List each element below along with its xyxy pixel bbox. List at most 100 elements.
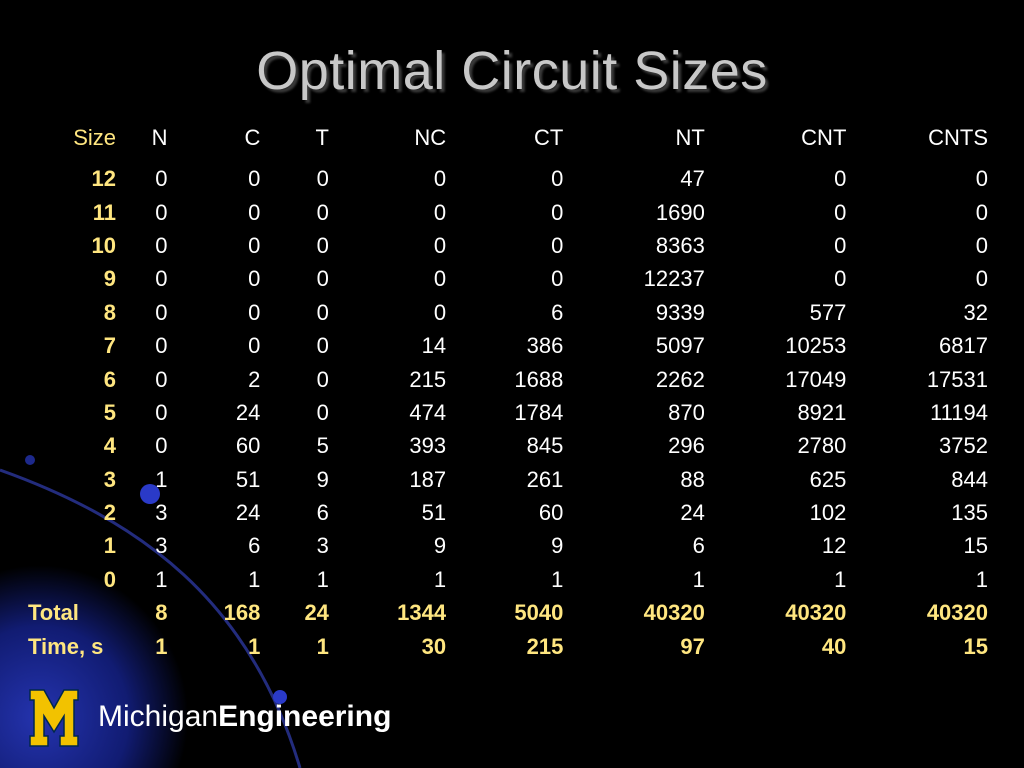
table-cell: 1 [834, 566, 847, 592]
table-cell: 1 [975, 566, 988, 592]
table-cell: 0 [248, 266, 261, 292]
row-label: 9 [103, 266, 116, 292]
table-cell: 215 [526, 633, 564, 659]
table-cell: 1784 [514, 399, 564, 425]
table-cell: 102 [809, 500, 847, 526]
table-row: 3 1 51 9 187 261 88 625 844 [18, 463, 998, 496]
row-label: 5 [103, 399, 116, 425]
table-cell: 296 [668, 433, 705, 459]
table-cell: 40320 [785, 600, 847, 626]
table-cell: 0 [155, 333, 168, 359]
table-cell: 0 [155, 399, 168, 425]
table-cell: 0 [551, 232, 564, 258]
table-cell: 0 [975, 232, 988, 258]
table-cell: 12237 [643, 266, 705, 292]
table-cell: 17049 [785, 366, 847, 392]
table-cell: 1 [551, 566, 564, 592]
table-cell: 0 [316, 266, 329, 292]
row-label: 6 [103, 366, 116, 392]
block-m-logo [29, 689, 79, 747]
table-cell: 0 [155, 433, 168, 459]
table-cell: 8 [155, 600, 168, 626]
table-cell: 24 [304, 600, 329, 626]
table-cell: 60 [538, 500, 564, 526]
table-cell: 24 [235, 399, 261, 425]
table-cell: 11194 [930, 399, 988, 425]
table-cell: 1 [433, 566, 447, 592]
row-label: 7 [103, 333, 116, 359]
table-cell: 9 [316, 466, 329, 492]
table-cell: 0 [433, 166, 447, 192]
table-cell: 0 [316, 299, 329, 325]
table-cell: 0 [155, 266, 168, 292]
table-cell: 51 [235, 466, 261, 492]
table-cell: 0 [975, 266, 988, 292]
table-cell: 40320 [643, 600, 705, 626]
table-cell: 0 [834, 166, 847, 192]
table-cell: 5040 [514, 600, 564, 626]
table-cell: 6 [248, 533, 261, 559]
table-cell: 10253 [785, 333, 847, 359]
table-cell: 9 [551, 533, 564, 559]
table-row: 7 0 0 0 14 386 5097 10253 6817 [18, 329, 998, 362]
table-cell: 0 [975, 166, 988, 192]
table-cell: 0 [248, 333, 261, 359]
table-cell: 474 [409, 399, 447, 425]
table-cell: 14 [421, 333, 447, 359]
table-cell: 6 [551, 299, 564, 325]
table-row: 2 3 24 6 51 60 24 102 135 [18, 496, 998, 529]
table-cell: 0 [248, 299, 261, 325]
table-cell: 1 [316, 633, 329, 659]
wordmark-michigan: Michigan [98, 700, 219, 733]
column-header-size: Size [73, 125, 116, 150]
table-cell: 261 [526, 466, 564, 492]
table-cell: 0 [551, 266, 564, 292]
table-cell: 0 [155, 199, 168, 225]
table-cell: 0 [316, 399, 329, 425]
table-cell: 2262 [655, 366, 705, 392]
table-cell: 0 [316, 166, 329, 192]
table-cell: 3752 [939, 433, 988, 459]
table-cell: 0 [551, 199, 564, 225]
table-cell: 17531 [926, 366, 988, 392]
table-cell: 1 [155, 566, 168, 592]
table-cell: 1 [248, 566, 261, 592]
table-cell: 40320 [926, 600, 988, 626]
table-cell: 2 [248, 366, 261, 392]
table-cell: 1690 [655, 199, 705, 225]
table-cell: 844 [951, 466, 988, 492]
table-cell: 0 [155, 366, 168, 392]
table-cell: 0 [316, 366, 329, 392]
table-cell: 47 [680, 166, 705, 192]
table-cell: 0 [975, 199, 988, 225]
table-row: 10 0 0 0 0 0 8363 0 0 [18, 229, 998, 262]
slide-title: Optimal Circuit Sizes [256, 41, 768, 101]
table-cell: 2780 [797, 433, 847, 459]
column-header-cnts: CNTS [928, 125, 988, 150]
table-summary-row: Total 8 168 24 1344 5040 40320 40320 40320 [18, 596, 998, 629]
table-cell: 5097 [655, 333, 705, 359]
table-cell: 15 [963, 633, 988, 659]
table-cell: 135 [951, 500, 988, 526]
row-label: 11 [92, 199, 116, 225]
table-cell: 30 [421, 633, 447, 659]
row-label: 0 [103, 566, 116, 592]
table-row: 4 0 60 5 393 845 296 2780 3752 [18, 429, 998, 462]
table-cell: 24 [235, 500, 261, 526]
column-header-nc: NC [414, 125, 447, 150]
row-label: Time, s [28, 633, 104, 659]
table-cell: 577 [809, 299, 847, 325]
column-header-cnt: CNT [801, 125, 847, 150]
table-cell: 0 [834, 199, 847, 225]
table-cell: 187 [409, 466, 447, 492]
table-row: 1 3 6 3 9 9 6 12 15 [18, 529, 998, 562]
table-cell: 625 [809, 466, 847, 492]
table-cell: 168 [223, 600, 261, 626]
table-cell: 845 [526, 433, 564, 459]
table-cell: 0 [316, 199, 329, 225]
table-cell: 15 [963, 533, 988, 559]
row-label: 12 [91, 166, 116, 192]
table-cell: 0 [155, 166, 168, 192]
table-header-row: Size N C T NC CT NT CNT CNTS [18, 118, 998, 158]
